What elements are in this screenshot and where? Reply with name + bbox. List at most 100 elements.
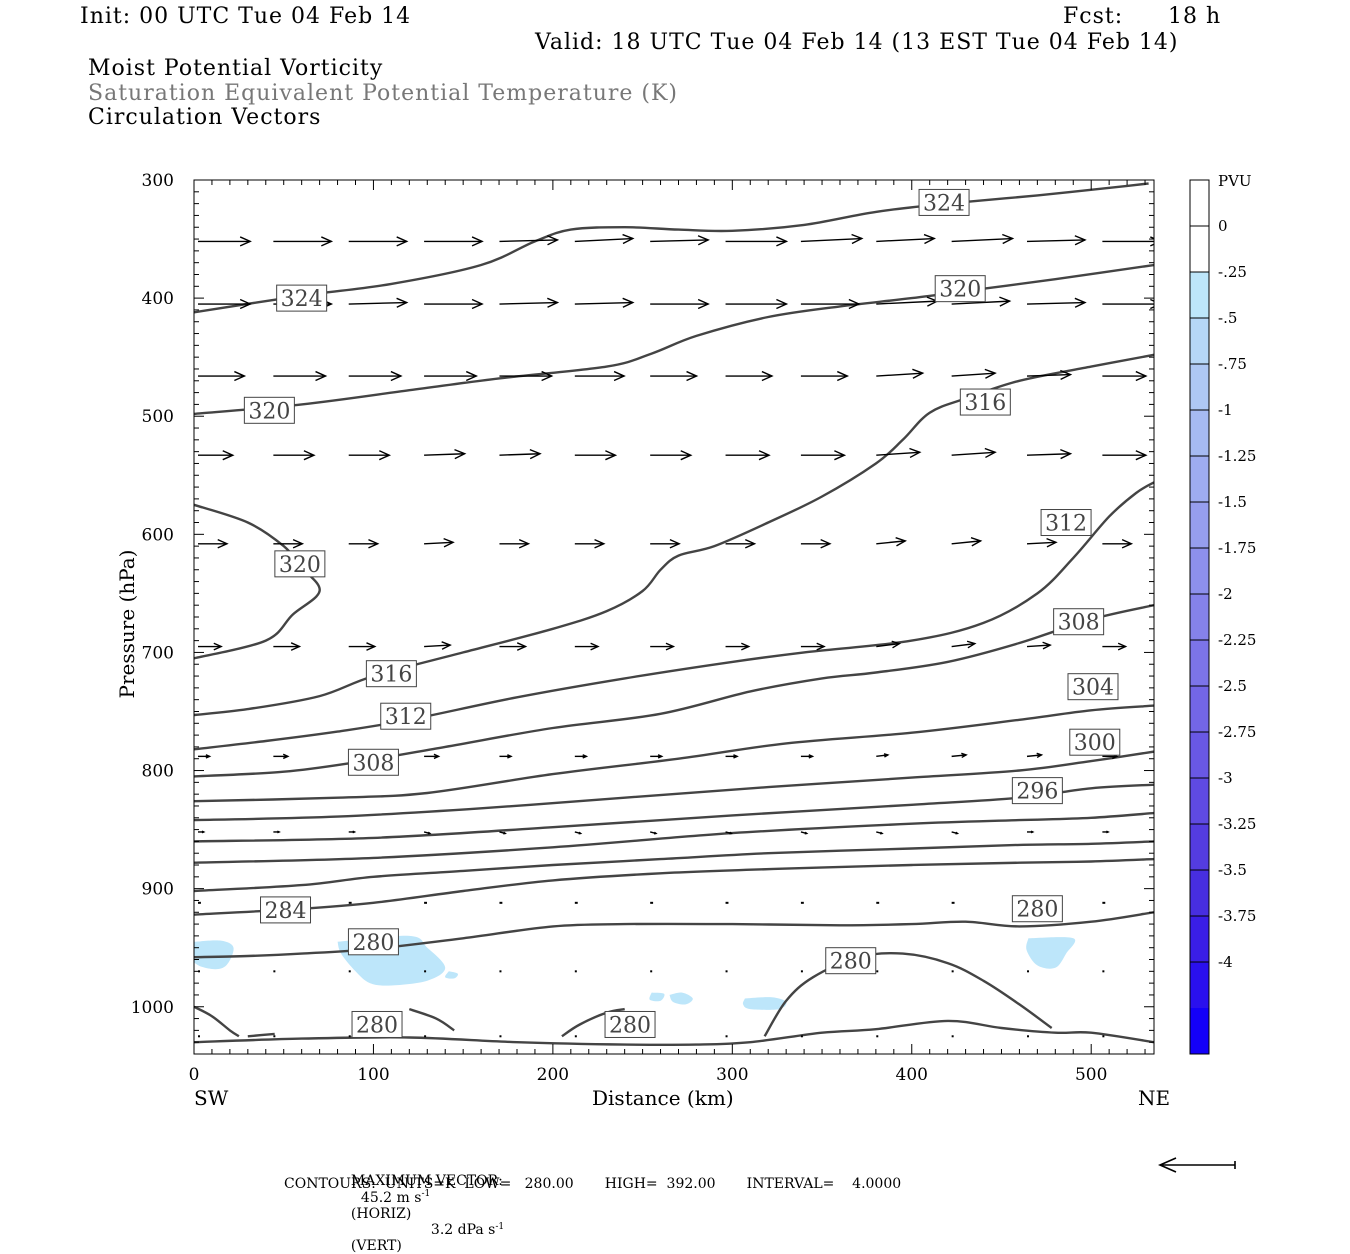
circulation-vector [1102,642,1128,651]
field-title-mpv: Moist Potential Vorticity [88,56,384,81]
circulation-vector [424,537,455,548]
circulation-vector [1102,1035,1105,1038]
circulation-vector [574,538,606,549]
axes-layer: 300 400 500 600 700 800 900 1000 0 100 200 300 400 50… [131,171,1154,1085]
contour-288 [194,840,1154,893]
colorbar-swatch [1190,226,1209,273]
svg-text:296: 296 [1016,780,1058,805]
circulation-vector [650,901,654,904]
right-end-label: NE [1138,1086,1171,1110]
circulation-vector [800,831,809,835]
colorbar-label: -.5 [1218,309,1237,327]
circulation-vector [574,901,578,904]
colorbar-swatch [1190,502,1209,549]
svg-text:320: 320 [248,399,290,424]
colorbar-swatch [1190,410,1209,457]
pv-fill-region [649,992,665,1002]
svg-text:284: 284 [265,899,307,924]
circulation-vector [876,901,880,904]
circulation-vector [1102,370,1148,382]
circulation-vector [1102,538,1134,549]
circulation-vector [800,233,864,245]
y-tick-label: 1000 [131,998,174,1018]
svg-text:280: 280 [830,950,872,975]
colorbar-label: -3 [1218,769,1233,787]
contour-label: 280 [347,928,399,956]
circulation-vector [650,831,658,835]
field-title-vectors: Circulation Vectors [88,105,322,130]
circulation-vector [198,538,229,549]
svg-text:316: 316 [964,391,1006,416]
init-time: Init: 00 UTC Tue 04 Feb 14 [80,4,412,29]
circulation-vector [725,450,771,461]
circulation-vector [348,1035,351,1038]
circulation-vector [800,450,847,461]
circulation-vector [876,753,890,758]
colorbar-label: 0 [1218,217,1228,235]
circulation-vector [800,754,815,759]
contour-280 [561,1007,625,1038]
colorbar-label: -2.75 [1218,723,1256,741]
circulation-vector [951,296,1012,307]
circulation-vector [1026,297,1087,308]
circulation-vector [348,297,409,308]
circulation-vector [574,297,635,308]
pv-fill-region [742,997,787,1010]
circulation-vector [348,236,409,247]
colorbar-title: PVU [1218,172,1252,190]
circulation-vector [1026,641,1052,650]
colorbar-label: -3.5 [1218,861,1247,879]
contour-label: 324 [918,188,970,216]
circulation-vector [348,901,352,904]
contour-label: 316 [959,388,1011,416]
circulation-vector [650,538,681,549]
circulation-vector [1102,236,1154,247]
circulation-vector [1026,448,1073,460]
circulation-vector [725,642,751,651]
circulation-vector [650,235,710,246]
circulation-vector [273,1035,276,1038]
circulation-vector [574,970,577,973]
circulation-vector [1027,970,1030,973]
svg-text:312: 312 [385,705,427,730]
circulation-vector [951,970,954,973]
circulation-vector [574,450,618,461]
x-tick-label: 100 [357,1065,389,1085]
svg-text:324: 324 [923,191,965,216]
contour-label: 320 [243,396,295,424]
circulation-vector [800,901,804,904]
colorbar-swatch [1190,870,1209,917]
circulation-vector [273,450,316,461]
circulation-vector [499,538,531,549]
circulation-vector [876,831,884,835]
contour-284 [194,857,1154,916]
circulation-vector [499,901,503,904]
circulation-vector [951,537,983,547]
cross-section-chart: 324 324 320 320 320 316 316 312 312 308 308 304 300 2… [131,171,1256,1173]
max-vector-horiz-tag: (HORIZ) [350,1205,412,1222]
colorbar-label: -3.25 [1218,815,1256,833]
max-vector-line: MAXIMUM VECTOR: 45.2 m s-1 (HORIZ) 3.2 d… [342,1157,504,1254]
circulation-vector [725,298,789,310]
colorbar-swatch [1190,318,1209,365]
svg-text:320: 320 [279,553,321,578]
y-tick-label: 700 [142,643,174,663]
colorbar-swatch [1190,272,1209,319]
svg-text:280: 280 [352,931,394,956]
circulation-vector [499,831,507,835]
max-vector-horiz: 45.2 m s [360,1189,422,1206]
colorbar-label: -2.25 [1218,631,1256,649]
contour-label: 280 [825,947,877,975]
colorbar-label: -.75 [1218,355,1247,373]
circulation-vector [725,754,739,759]
contour-label: 308 [347,748,399,776]
field-title-thetaes: Saturation Equivalent Potential Temperat… [88,81,678,106]
valid-time: Valid: 18 UTC Tue 04 Feb 14 (13 EST Tue … [535,30,1179,55]
circulation-vector [574,754,589,759]
colorbar-label: -.25 [1218,263,1247,281]
circulation-vector [876,233,936,245]
max-vector-vert: 3.2 dPa s [430,1222,496,1239]
colorbar-swatch [1190,180,1209,227]
colorbar-swatch [1190,686,1209,733]
x-tick-label: 400 [896,1065,928,1085]
